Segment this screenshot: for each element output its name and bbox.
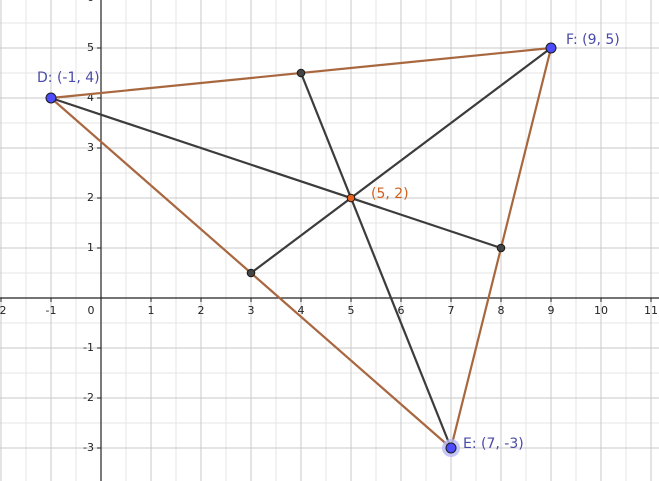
- point: [45, 92, 57, 104]
- x-tick-label: 0: [88, 304, 95, 317]
- y-tick-label: -1: [83, 341, 94, 354]
- x-tick-label: 6: [398, 304, 405, 317]
- point: [545, 42, 557, 54]
- point: [296, 68, 306, 78]
- x-tick-label: 4: [298, 304, 305, 317]
- x-tick-label: 3: [248, 304, 255, 317]
- x-tick-label: -1: [46, 304, 57, 317]
- x-tick-label: 5: [348, 304, 355, 317]
- segment: [49, 96, 503, 250]
- y-tick-label: 1: [87, 241, 94, 254]
- x-tick-label: 8: [498, 304, 505, 317]
- x-tick-label: -2: [0, 304, 6, 317]
- point: [496, 243, 506, 253]
- y-tick-label: -2: [83, 391, 94, 404]
- point-label: E: (7, -3): [463, 436, 524, 452]
- point-label: D: (-1, 4): [37, 70, 100, 86]
- x-tick-label: 7: [448, 304, 455, 317]
- point-label: (5, 2): [371, 186, 409, 202]
- y-tick-label: 4: [87, 91, 94, 104]
- x-tick-label: 2: [198, 304, 205, 317]
- x-tick-label: 1: [148, 304, 155, 317]
- x-tick-label: 10: [594, 304, 608, 317]
- segment: [249, 46, 553, 275]
- segment: [299, 71, 453, 450]
- x-tick-label: 9: [548, 304, 555, 317]
- point: [445, 442, 457, 454]
- point: [246, 268, 256, 278]
- y-tick-label: 3: [87, 141, 94, 154]
- point-label: F: (9, 5): [566, 32, 620, 48]
- y-tick-label: -3: [83, 441, 94, 454]
- y-tick-label: 2: [87, 191, 94, 204]
- point: [346, 193, 356, 203]
- x-tick-label: 11: [644, 304, 658, 317]
- y-tick-label: 5: [87, 41, 94, 54]
- y-tick-label: 6: [87, 0, 94, 4]
